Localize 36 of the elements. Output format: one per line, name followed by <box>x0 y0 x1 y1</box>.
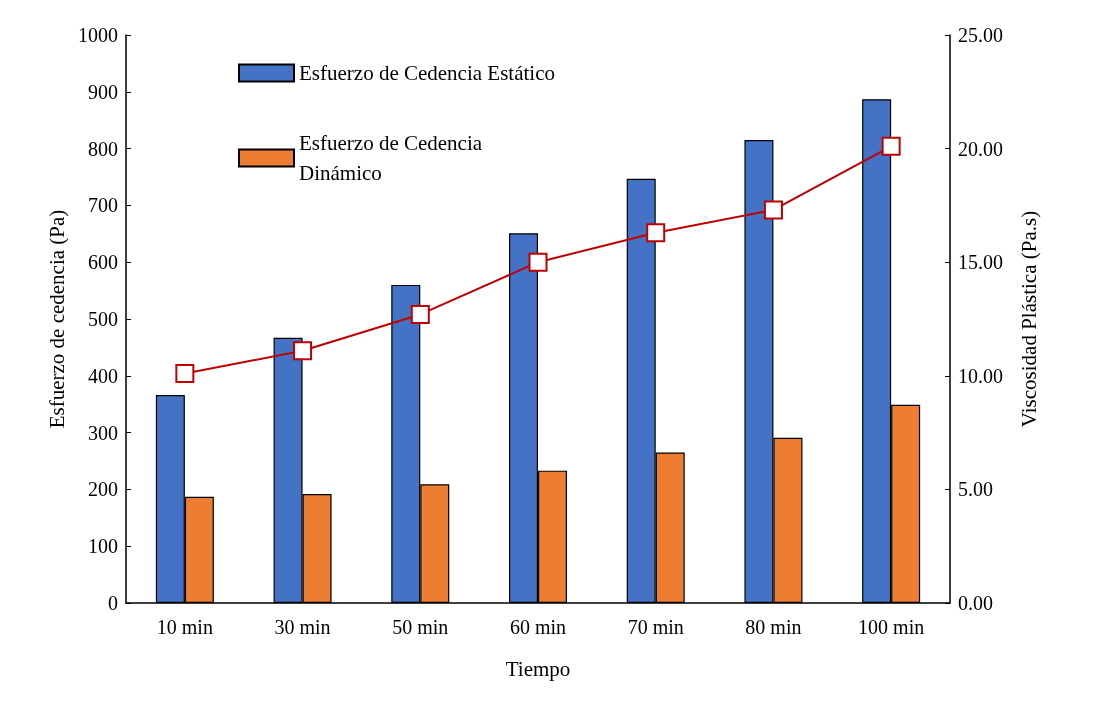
point <box>646 223 666 243</box>
x-tick-label: 50 min <box>392 616 449 638</box>
y-tick-label: 800 <box>88 137 118 160</box>
y-tick-label: 300 <box>88 421 118 444</box>
y-tick-label: 0 <box>108 592 118 614</box>
x-tick-label: 10 min <box>156 616 213 638</box>
y2-tick-label: 15.00 <box>958 251 1003 274</box>
point <box>763 200 783 220</box>
y2-tick-label: 5.00 <box>958 478 993 501</box>
point <box>293 341 313 361</box>
y-axis-title: Esfuerzo de cedencia (Pa) <box>44 209 69 429</box>
x-tick-label: 30 min <box>274 616 331 638</box>
x-tick-label: 60 min <box>509 616 567 638</box>
y-tick-label: 600 <box>88 251 118 274</box>
y-tick-label: 500 <box>88 308 118 330</box>
point <box>410 304 430 324</box>
y-tick-label: 400 <box>88 364 118 387</box>
y-tick-label: 900 <box>88 80 118 103</box>
x-tick-label: 100 min <box>858 616 925 638</box>
y-tick-label: 100 <box>88 535 118 558</box>
legend-label: Esfuerzo de Cedencia Estático <box>299 61 555 85</box>
point <box>175 364 195 384</box>
x-tick-label: 70 min <box>627 616 684 638</box>
point <box>881 136 901 156</box>
y2-tick-label: 0.00 <box>958 592 993 614</box>
y-tick-label: 200 <box>88 478 118 501</box>
legend-label: Esfuerzo de Cedencia Dinámico <box>299 131 488 185</box>
y-tick-label: 700 <box>88 194 118 217</box>
x-tick-label: 80 min <box>745 616 802 638</box>
y2-tick-label: 10.00 <box>958 364 1003 387</box>
x-axis-title: Tiempo <box>505 656 571 681</box>
y-tick-label: 1000 <box>78 24 118 46</box>
y2-tick-label: 20.00 <box>958 137 1003 160</box>
y2-tick-label: 25.00 <box>958 24 1003 46</box>
y2-axis-title: Viscosidad Plástica (Pa.s) <box>1016 210 1041 428</box>
point <box>528 252 548 272</box>
